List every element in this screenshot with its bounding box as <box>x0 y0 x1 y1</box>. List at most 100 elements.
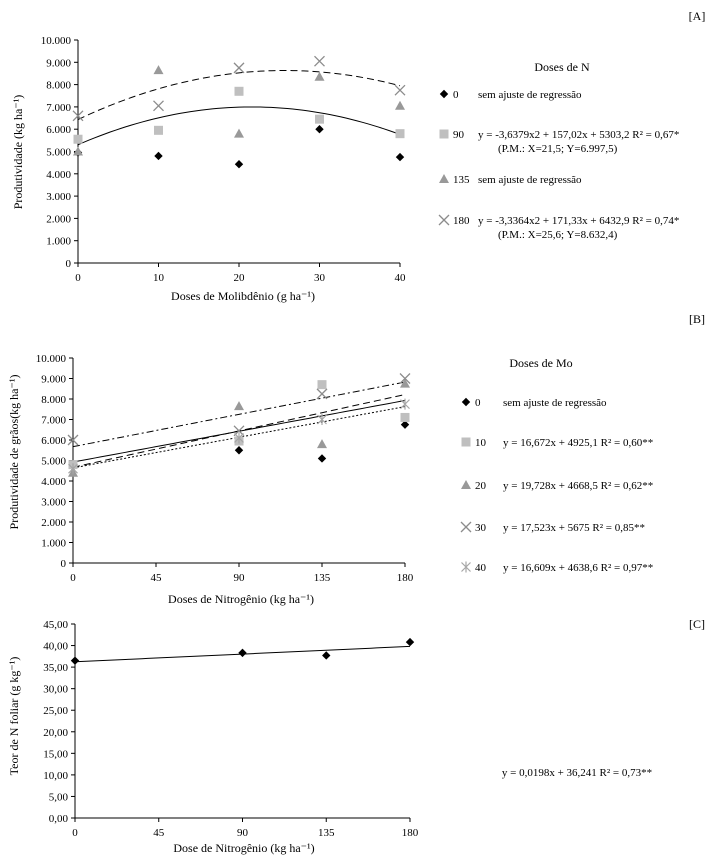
legend-marker <box>461 561 471 573</box>
data-point <box>405 637 415 647</box>
legend-title: Doses de Mo <box>509 356 572 370</box>
data-point <box>234 446 244 455</box>
x-tick-label: 30 <box>314 272 326 284</box>
data-point <box>317 439 327 449</box>
y-tick-label: 45,00 <box>43 619 68 631</box>
y-tick-label: 5.000 <box>41 456 66 468</box>
legend-equation: y = -3,3364x2 + 171,33x + 6432,9 R² = 0,… <box>478 215 679 227</box>
y-tick-label: 6.000 <box>46 124 71 136</box>
legend-marker <box>439 129 449 139</box>
legend-equation: sem ajuste de regressão <box>478 89 582 101</box>
y-tick-label: 0 <box>66 258 72 270</box>
y-tick-label: 10.000 <box>36 353 67 365</box>
legend-marker <box>461 480 471 489</box>
legend-equation: sem ajuste de regressão <box>503 397 607 409</box>
data-point <box>67 434 79 446</box>
x-tick-label: 10 <box>153 272 165 284</box>
data-point <box>234 86 244 96</box>
y-tick-label: 4.000 <box>41 476 66 488</box>
y-tick-label: 4.000 <box>46 169 71 181</box>
data-point <box>400 420 410 429</box>
data-point <box>68 463 78 475</box>
legend-series-name: 180 <box>453 215 470 227</box>
x-tick-label: 180 <box>397 572 414 584</box>
regression-line <box>77 69 401 121</box>
legend-series-name: 90 <box>453 129 465 141</box>
data-point <box>400 398 410 410</box>
y-tick-label: 30,00 <box>43 684 68 696</box>
data-point <box>153 65 164 75</box>
x-tick-label: 0 <box>75 272 81 284</box>
y-tick-label: 25,00 <box>43 705 68 717</box>
data-point <box>234 160 244 169</box>
x-tick-label: 90 <box>237 827 249 839</box>
panel-label: [A] <box>689 9 706 23</box>
legend-title: Doses de N <box>534 60 590 74</box>
data-point <box>234 432 244 444</box>
y-tick-label: 10.000 <box>41 35 72 47</box>
y-axis-label: Teor de N foliar (g kg⁻¹) <box>7 657 21 776</box>
x-tick-label: 0 <box>72 827 78 839</box>
data-point <box>154 151 163 161</box>
panel-label: [C] <box>689 617 705 631</box>
legend-series-name: 0 <box>475 397 481 409</box>
legend-marker <box>461 437 471 447</box>
y-tick-label: 6.000 <box>41 435 66 447</box>
legend-optimum: (P.M.: X=21,5; Y=6.997,5) <box>498 143 618 155</box>
data-point <box>70 656 80 665</box>
data-point <box>314 55 325 67</box>
x-tick-label: 135 <box>314 572 331 584</box>
data-point <box>400 378 410 388</box>
y-tick-label: 5.000 <box>46 147 71 159</box>
data-point <box>395 152 405 162</box>
data-point <box>234 128 244 138</box>
y-tick-label: 7.000 <box>46 102 71 114</box>
x-tick-label: 40 <box>395 272 407 284</box>
data-point <box>73 146 83 156</box>
y-tick-label: 0 <box>61 558 67 570</box>
y-tick-label: 2.000 <box>46 213 71 225</box>
data-point <box>315 125 324 134</box>
data-point <box>400 412 410 422</box>
data-point <box>73 134 83 144</box>
x-tick-label: 20 <box>234 272 246 284</box>
y-tick-label: 5,00 <box>49 791 69 803</box>
y-tick-label: 1.000 <box>46 236 71 248</box>
regression-line <box>72 381 406 448</box>
legend-marker <box>460 521 472 533</box>
y-tick-label: 7.000 <box>41 415 66 427</box>
y-tick-label: 20,00 <box>43 727 68 739</box>
legend-marker <box>461 397 471 407</box>
data-point <box>315 114 324 124</box>
y-axis-label: Produtividade de grãos(kg ha⁻¹) <box>7 375 21 530</box>
y-tick-label: 3.000 <box>41 497 66 509</box>
legend-marker <box>438 214 450 226</box>
data-point <box>234 401 244 411</box>
legend-series-name: 40 <box>475 562 487 574</box>
x-axis-label: Doses de Nitrogênio (kg ha⁻¹) <box>168 592 314 606</box>
y-tick-label: 8.000 <box>41 394 66 406</box>
x-axis-label: Dose de Nitrogênio (kg ha⁻¹) <box>173 841 314 855</box>
x-tick-label: 135 <box>318 827 335 839</box>
legend-series-name: 10 <box>475 437 487 449</box>
y-tick-label: 1.000 <box>41 538 66 550</box>
y-tick-label: 8.000 <box>46 80 71 92</box>
data-point <box>395 100 405 110</box>
panel-label: [B] <box>689 312 705 326</box>
regression-line <box>77 106 401 146</box>
data-point <box>316 388 328 400</box>
legend-equation: y = 16,609x + 4638,6 R² = 0,97** <box>503 562 653 574</box>
y-tick-label: 3.000 <box>46 191 71 203</box>
data-point <box>317 380 327 390</box>
x-tick-label: 0 <box>70 572 76 584</box>
legend-optimum: (P.M.: X=25,6; Y=8.632,4) <box>498 229 618 241</box>
y-tick-label: 9.000 <box>46 57 71 69</box>
legend-series-name: 30 <box>475 522 487 534</box>
legend-marker <box>439 89 449 99</box>
y-axis-label: Produtividade (kg ha⁻¹) <box>11 95 25 210</box>
data-point <box>154 125 163 135</box>
x-tick-label: 45 <box>153 827 165 839</box>
y-tick-label: 9.000 <box>41 374 66 386</box>
legend-equation: sem ajuste de regressão <box>478 174 582 186</box>
